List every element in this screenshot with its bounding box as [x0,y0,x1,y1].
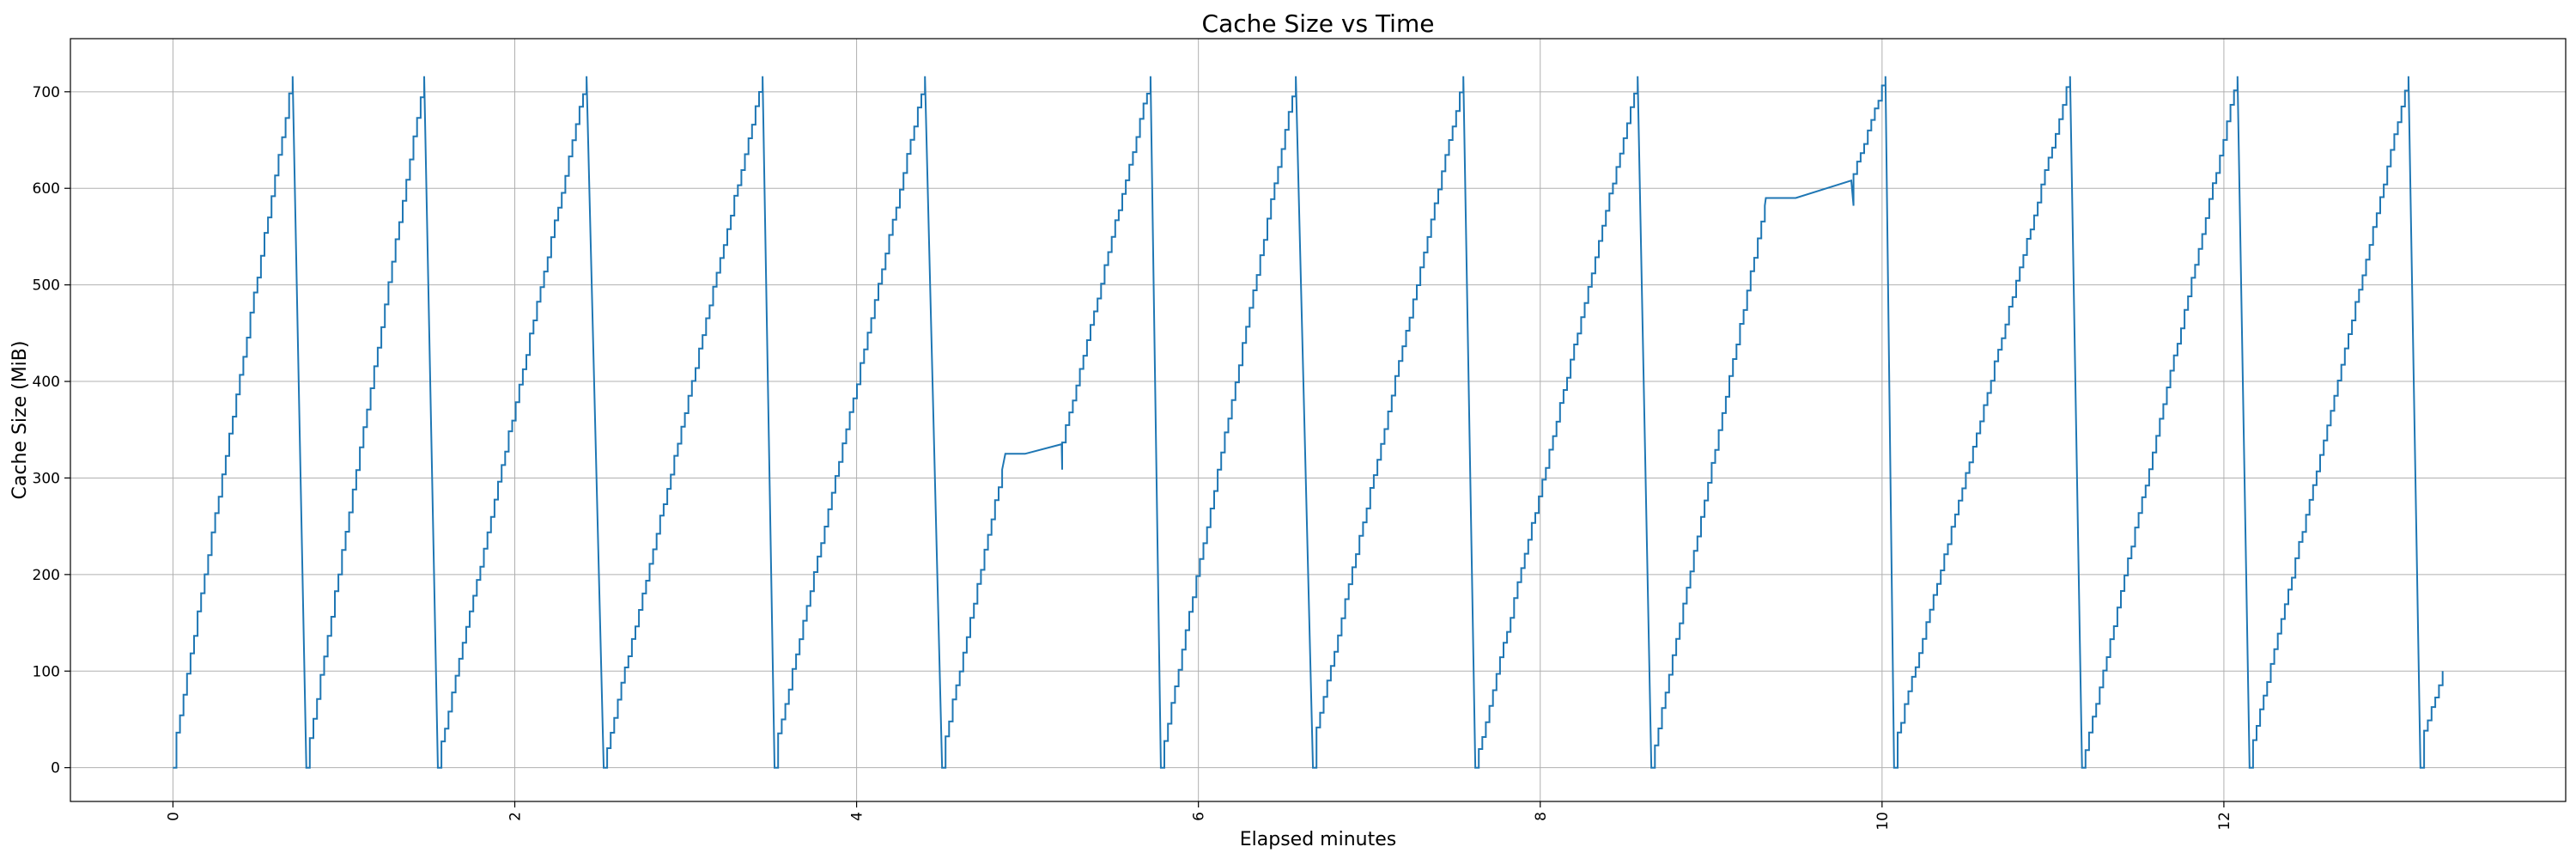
y-tick-label: 500 [33,277,60,295]
cache-size-line [173,76,2444,769]
x-tick-label: 10 [1874,812,1892,831]
x-tick-label: 0 [165,812,182,821]
x-tick-label: 6 [1191,812,1208,821]
y-tick-label: 300 [33,470,60,487]
y-axis-ticks: 0 100 200 300 400 500 600 700 [33,84,70,777]
y-tick-label: 400 [33,374,60,391]
series-cache-size [173,76,2444,769]
chart-title: Cache Size vs Time [1202,9,1435,38]
y-tick-label: 100 [33,663,60,680]
y-tick-label: 200 [33,567,60,584]
x-tick-label: 8 [1533,812,1550,821]
x-axis-ticks: 0 2 4 6 8 10 12 [165,801,2233,831]
x-tick-label: 2 [507,812,525,821]
x-tick-label: 4 [849,812,866,821]
grid-lines [70,39,2566,801]
plot-frame [70,38,2567,802]
x-tick-label: 12 [2216,812,2233,831]
y-axis-label: Cache Size (MiB) [9,341,31,500]
y-tick-label: 600 [33,180,60,198]
x-axis-label: Elapsed minutes [1240,829,1396,850]
y-tick-label: 700 [33,84,60,101]
y-tick-label: 0 [51,760,60,777]
